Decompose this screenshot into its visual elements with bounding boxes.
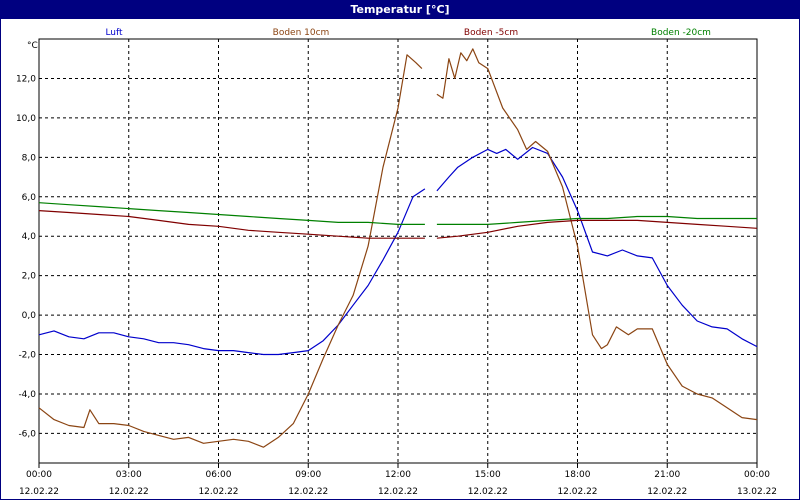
y-tick-label: 12,0 <box>16 74 36 84</box>
x-tick-date-label: 12.02.22 <box>109 487 149 497</box>
y-tick-label: 6,0 <box>22 193 37 203</box>
x-tick-time-label: 15:00 <box>475 470 501 480</box>
legend-entry: Boden 10cm <box>273 28 330 38</box>
series-line <box>38 54 423 448</box>
x-tick-time-label: 21:00 <box>654 470 680 480</box>
x-tick-time-label: 06:00 <box>206 470 232 480</box>
y-tick-label: -6,0 <box>18 429 36 439</box>
y-tick-label: 4,0 <box>22 232 37 242</box>
x-tick-time-label: 12:00 <box>385 470 411 480</box>
x-tick-date-label: 12.02.22 <box>557 487 597 497</box>
series-line <box>38 210 425 239</box>
series-line <box>436 48 758 421</box>
y-tick-label: 2,0 <box>22 272 37 282</box>
x-tick-date-label: 12.02.22 <box>378 487 418 497</box>
y-tick-label: 10,0 <box>16 114 36 124</box>
x-tick-date-label: 12.02.22 <box>198 487 238 497</box>
chart-title: Temperatur [°C] <box>1 1 799 19</box>
x-tick-time-label: 18:00 <box>565 470 591 480</box>
legend-entry: Boden -20cm <box>651 28 711 38</box>
x-tick-time-label: 00:00 <box>744 470 770 480</box>
series-line <box>436 219 758 239</box>
x-tick-date-label: 12.02.22 <box>19 487 59 497</box>
y-tick-label: 0,0 <box>22 311 37 321</box>
series-line <box>436 215 757 225</box>
x-tick-date-label: 12.02.22 <box>288 487 328 497</box>
legend-entry: Boden -5cm <box>464 28 518 38</box>
legend-entry: Luft <box>105 28 123 38</box>
x-tick-time-label: 09:00 <box>295 470 321 480</box>
x-tick-date-label: 13.02.22 <box>737 487 777 497</box>
x-tick-date-label: 12.02.22 <box>647 487 687 497</box>
x-tick-time-label: 03:00 <box>116 470 142 480</box>
y-tick-label: -4,0 <box>18 390 36 400</box>
x-tick-time-label: 00:00 <box>26 470 52 480</box>
series-line <box>436 146 758 348</box>
y-tick-label: 8,0 <box>22 153 37 163</box>
series-line <box>38 202 425 225</box>
series-line <box>38 188 426 356</box>
y-tick-label: -2,0 <box>18 351 36 361</box>
y-axis-unit-label: °C <box>27 41 38 51</box>
x-tick-date-label: 12.02.22 <box>468 487 508 497</box>
